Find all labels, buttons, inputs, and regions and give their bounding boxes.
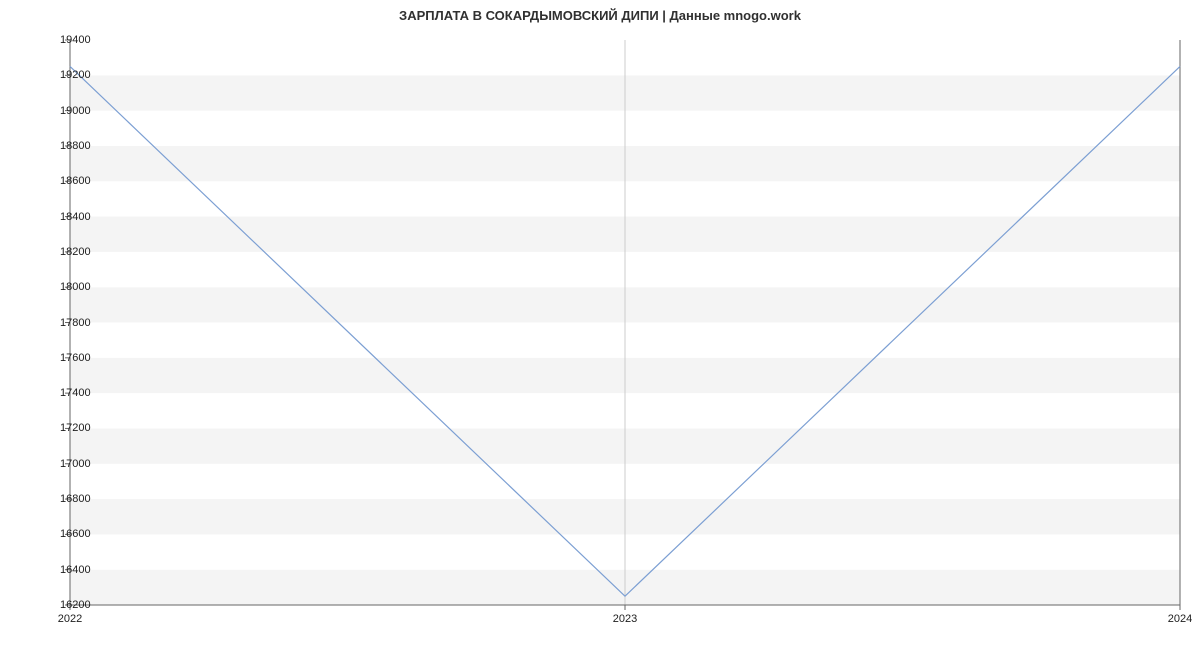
chart-svg [70,40,1180,605]
chart-plot-area [70,40,1180,605]
x-tick-label: 2024 [1168,613,1192,625]
chart-title: ЗАРПЛАТА В СОКАРДЫМОВСКИЙ ДИПИ | Данные … [0,8,1200,23]
x-tick-label: 2022 [58,613,82,625]
x-tick-label: 2023 [613,613,637,625]
